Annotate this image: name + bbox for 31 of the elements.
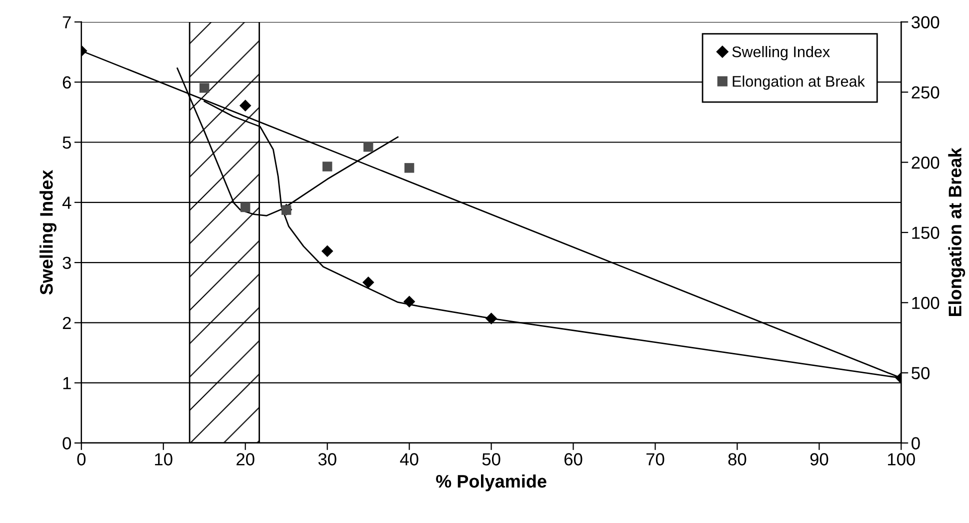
x-tick-label: 50 [482, 453, 500, 466]
y-tick-label: 0 [62, 437, 71, 450]
y-tick-label: 1 [63, 377, 71, 390]
y2-tick-label: 300 [912, 16, 940, 28]
x-tick-label: 90 [810, 453, 828, 466]
y-tick-label: 7 [62, 16, 71, 28]
x-tick-label: 60 [564, 453, 582, 466]
x-tick-label: 0 [77, 453, 86, 466]
legend-label: Elongation at Break [732, 76, 865, 90]
y2-tick-label: 50 [912, 366, 930, 380]
x-tick-label: 20 [236, 453, 254, 466]
x-tick-label: 10 [155, 453, 172, 466]
y2-axis-title: Elongation at Break [948, 148, 966, 316]
legend-label: Swelling Index [732, 46, 830, 60]
y-axis-title: Swelling Index [40, 170, 56, 295]
y2-tick-label: 150 [912, 226, 940, 239]
x-tick-label: 30 [318, 453, 336, 466]
y2-tick-label: 0 [912, 437, 920, 450]
x-tick-label: 40 [400, 453, 418, 466]
x-tick-label: 80 [728, 453, 746, 466]
x-tick-label: 100 [888, 453, 915, 466]
y-tick-label: 6 [62, 76, 71, 89]
y-tick-label: 4 [62, 196, 72, 209]
y2-tick-label: 200 [912, 156, 940, 169]
y2-tick-label: 100 [912, 296, 940, 310]
x-tick-label: 70 [646, 453, 664, 466]
y-tick-label: 3 [62, 256, 71, 270]
y-tick-label: 5 [62, 136, 71, 149]
y2-tick-label: 250 [912, 86, 940, 99]
y-tick-label: 2 [62, 316, 71, 329]
x-axis-title: % Polyamide [436, 474, 546, 492]
